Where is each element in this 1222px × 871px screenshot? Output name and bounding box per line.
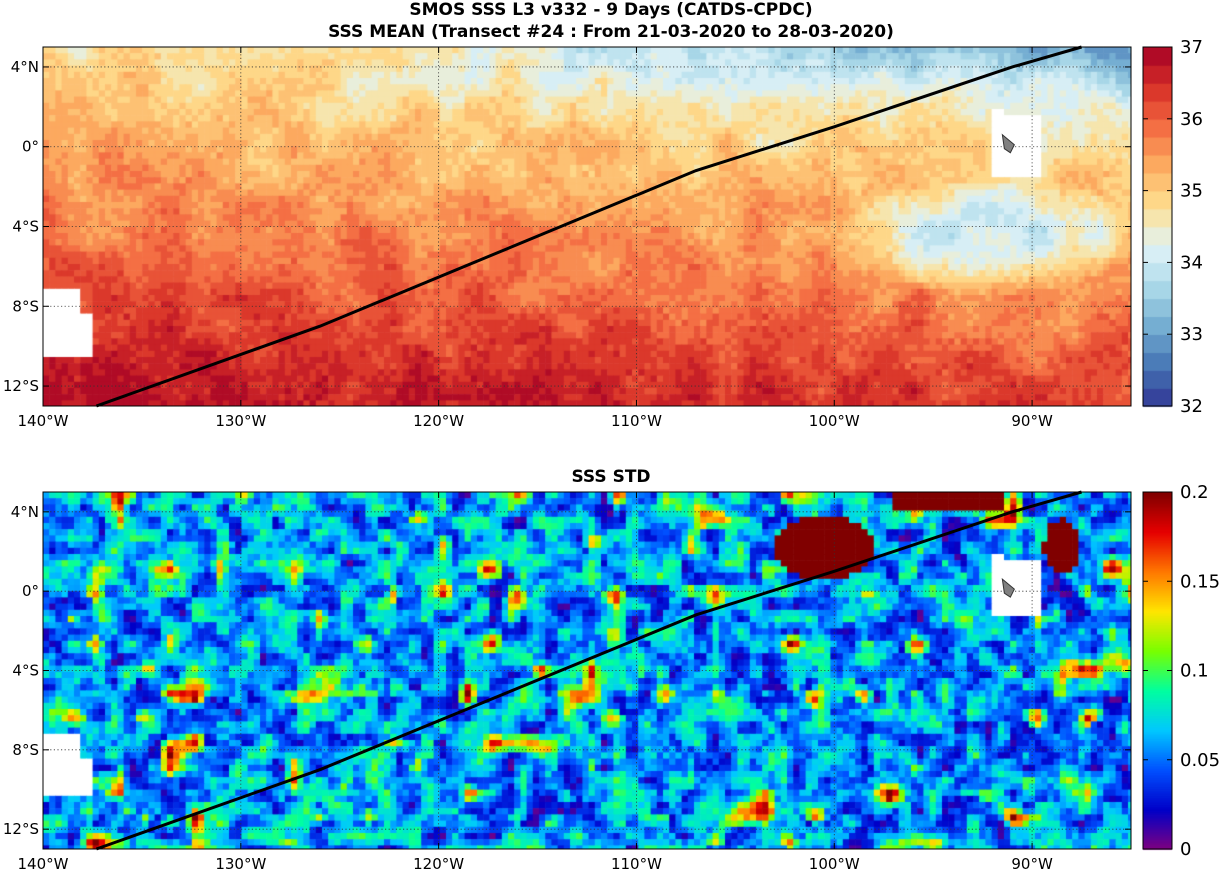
y-tick-label: 8°S (12, 297, 39, 315)
x-tick-label: 90°W (1011, 412, 1053, 430)
galapagos-island (1001, 133, 1015, 154)
x-tick-label: 100°W (809, 412, 860, 430)
colorbar-tick-label: 0.1 (1180, 661, 1209, 682)
std-panel-title: SSS STD (571, 467, 651, 487)
transect-line (95, 45, 1082, 408)
main-title-line2: SSS MEAN (Transect #24 : From 21-03-2020… (328, 22, 894, 42)
colorbar-tick-label: 32 (1180, 396, 1203, 417)
x-tick-label: 120°W (413, 855, 464, 871)
x-tick-label: 120°W (413, 412, 464, 430)
x-tick-label: 140°W (18, 412, 69, 430)
y-tick-label: 4°N (11, 58, 39, 76)
colorbar-tick-label: 0 (1180, 839, 1191, 860)
x-tick-label: 90°W (1011, 855, 1053, 871)
y-tick-label: 0° (22, 582, 39, 600)
galapagos-island (1001, 577, 1015, 598)
colorbar-tick-label: 35 (1180, 181, 1203, 202)
colorbar-tick-label: 36 (1180, 109, 1203, 130)
colorbar-tick-label: 37 (1180, 37, 1203, 58)
x-tick-label: 100°W (809, 855, 860, 871)
colorbar-tick-label: 0.15 (1180, 571, 1220, 592)
main-title-line1: SMOS SSS L3 v332 - 9 Days (CATDS-CPDC) (409, 0, 813, 20)
colorbar-tick-label: 0.05 (1180, 750, 1220, 771)
y-tick-label: 12°S (3, 820, 39, 838)
y-tick-label: 4°S (12, 218, 39, 236)
y-tick-label: 0° (22, 138, 39, 156)
x-tick-label: 110°W (611, 855, 662, 871)
y-tick-label: 8°S (12, 741, 39, 759)
std-colorbar: 0 0.05 0.1 0.15 0.2 (1142, 482, 1220, 860)
y-tick-label: 4°N (11, 503, 39, 521)
colorbar-tick-label: 33 (1180, 324, 1203, 345)
mean-colorbar: 32 33 34 35 36 37 (1142, 37, 1203, 417)
transect-line (95, 490, 1082, 851)
colorbar-tick-label: 34 (1180, 252, 1203, 273)
colorbar-frame (1142, 46, 1173, 407)
x-tick-label: 110°W (611, 412, 662, 430)
x-tick-label: 140°W (18, 855, 69, 871)
x-tick-label: 130°W (215, 855, 266, 871)
x-tick-label: 130°W (215, 412, 266, 430)
std-panel: 140°W 130°W 120°W 110°W 100°W 90°W 4°N 0° 4°S 8°S… (3, 490, 1132, 871)
colorbar-tick-label: 0.2 (1180, 482, 1209, 503)
mean-panel: 140°W 130°W 120°W 110°W 100°W 90°W 4°N 0° 4°S 8°S… (3, 45, 1132, 430)
y-tick-label: 4°S (12, 662, 39, 680)
y-tick-label: 12°S (3, 377, 39, 395)
